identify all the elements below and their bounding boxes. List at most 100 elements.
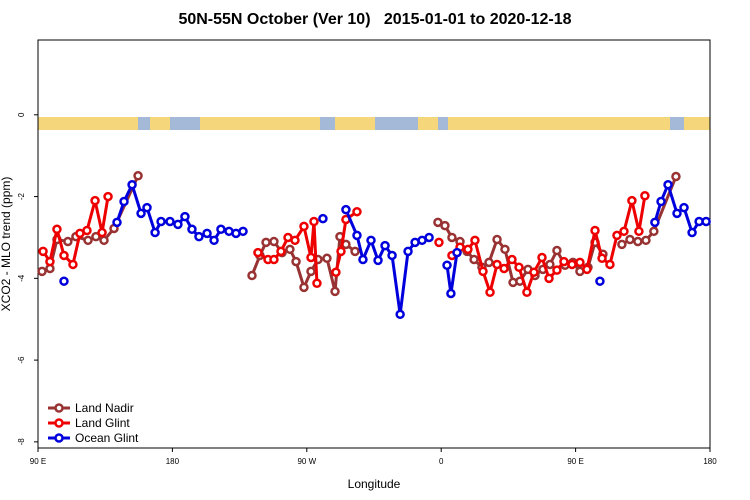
data-point xyxy=(640,191,650,201)
data-point xyxy=(68,259,78,270)
data-point xyxy=(701,216,711,227)
data-point xyxy=(656,196,666,207)
data-point xyxy=(358,254,368,265)
legend-swatch-marker xyxy=(54,418,64,428)
series-line xyxy=(334,210,358,273)
data-point xyxy=(194,231,204,242)
data-point xyxy=(595,276,605,286)
data-point xyxy=(331,267,341,277)
land-ocean-strip xyxy=(38,117,710,130)
data-point xyxy=(299,221,309,232)
y-tick-label: -8 xyxy=(17,438,26,446)
land-band xyxy=(448,117,670,130)
land-band xyxy=(200,117,320,130)
data-point xyxy=(485,287,495,297)
plot-frame xyxy=(37,39,711,449)
data-point xyxy=(269,254,279,265)
data-point xyxy=(537,252,547,263)
data-point xyxy=(291,256,301,267)
series xyxy=(38,191,650,297)
land-band xyxy=(38,117,138,130)
data-point xyxy=(306,252,316,263)
data-point xyxy=(82,225,92,236)
data-point xyxy=(306,266,316,277)
data-point xyxy=(133,170,143,181)
y-tick-label: 0 xyxy=(17,112,26,117)
data-point xyxy=(582,264,592,275)
data-point xyxy=(38,246,48,257)
data-point xyxy=(529,267,539,277)
data-point xyxy=(442,260,452,271)
legend-label: Land Nadir xyxy=(75,401,134,415)
data-point xyxy=(470,235,480,246)
series xyxy=(37,170,681,297)
land-band xyxy=(684,117,710,130)
data-point xyxy=(45,256,55,267)
land-band xyxy=(150,117,170,130)
data-point xyxy=(373,255,383,266)
data-point xyxy=(63,236,73,247)
data-point xyxy=(424,232,434,243)
x-tick-label: 180 xyxy=(166,457,180,466)
data-point xyxy=(605,259,615,270)
data-point xyxy=(261,237,271,248)
data-point xyxy=(619,226,629,237)
data-point xyxy=(99,235,109,246)
data-point xyxy=(156,216,166,227)
data-point xyxy=(330,286,340,297)
data-point xyxy=(380,240,390,251)
data-point xyxy=(352,230,362,241)
data-point xyxy=(341,204,351,215)
data-point xyxy=(59,276,69,286)
data-point xyxy=(671,171,681,182)
data-point xyxy=(484,257,494,268)
y-axis-title: XCO2 - MLO trend (ppm) xyxy=(0,177,13,312)
legend-swatch-marker xyxy=(54,403,64,413)
series-line xyxy=(41,196,110,266)
y-tick-label: -2 xyxy=(17,192,26,200)
data-point xyxy=(247,270,257,281)
data-point xyxy=(522,287,532,297)
legend-label: Ocean Glint xyxy=(75,431,139,445)
data-point xyxy=(112,217,122,228)
data-point xyxy=(687,227,697,238)
data-point xyxy=(641,235,651,246)
data-point xyxy=(119,196,129,207)
data-point xyxy=(446,288,456,299)
data-point xyxy=(97,227,107,238)
data-point xyxy=(663,179,673,190)
data-point xyxy=(336,246,346,257)
data-point xyxy=(507,254,517,265)
data-point xyxy=(552,265,562,275)
data-point xyxy=(597,253,607,264)
data-point xyxy=(452,247,462,258)
data-point xyxy=(91,231,101,242)
y-tick-label: -4 xyxy=(17,274,26,282)
data-point xyxy=(559,256,569,267)
data-point xyxy=(567,259,577,270)
data-point xyxy=(366,235,376,246)
x-tick-label: 180 xyxy=(703,457,717,466)
data-point xyxy=(434,237,444,248)
data-point xyxy=(625,234,635,245)
data-point xyxy=(627,195,637,206)
data-point xyxy=(59,250,69,261)
series-line xyxy=(41,175,140,273)
data-point xyxy=(590,225,600,236)
data-point xyxy=(352,206,362,217)
x-tick-label: 90 W xyxy=(297,457,316,466)
data-point xyxy=(478,266,488,277)
data-point xyxy=(387,250,397,261)
data-point xyxy=(544,273,554,284)
data-point xyxy=(612,230,622,241)
data-point xyxy=(290,235,300,246)
x-tick-label: 0 xyxy=(439,457,444,466)
data-point xyxy=(52,224,62,235)
data-point xyxy=(90,195,100,206)
data-point xyxy=(253,247,263,258)
data-point xyxy=(492,259,502,270)
data-point xyxy=(492,234,502,245)
data-point xyxy=(127,179,137,190)
data-point xyxy=(350,246,360,257)
data-point xyxy=(514,262,524,273)
